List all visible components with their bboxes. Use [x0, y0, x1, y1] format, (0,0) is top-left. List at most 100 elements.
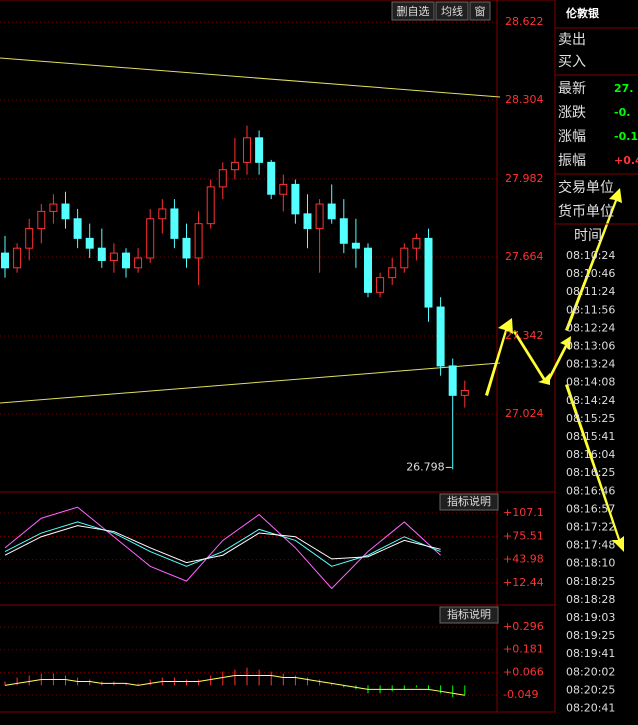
time: 08:18:28: [566, 593, 615, 606]
y-tick-label: 27.342: [505, 329, 544, 342]
arrow: [547, 336, 571, 382]
candle-body: [97, 247, 106, 261]
y-tick-label: 28.304: [505, 93, 544, 106]
y-tick-label: +43.98: [503, 553, 544, 566]
quote-label: 涨幅: [558, 129, 586, 145]
candle-body: [134, 257, 143, 269]
toolbar-button[interactable]: [391, 1, 435, 21]
row-label: 卖出: [558, 32, 586, 48]
time: 08:18:25: [566, 575, 615, 588]
y-tick-label: +0.066: [503, 665, 544, 678]
candle-body: [49, 203, 58, 212]
time: 08:10:24: [566, 249, 615, 262]
time: 08:15:41: [566, 430, 615, 443]
candle-body: [327, 203, 336, 220]
y-tick-label: 27.024: [505, 407, 544, 420]
candle-body: [255, 137, 264, 163]
unit-label: 货币单位: [558, 203, 614, 220]
toolbar-button[interactable]: [435, 1, 469, 21]
candle-body: [436, 306, 445, 367]
quote-label: 涨跌: [558, 105, 586, 121]
time: 08:13:24: [566, 358, 615, 371]
arrow: [485, 318, 513, 396]
indicator-line: [4, 521, 441, 567]
macd-line: [4, 675, 465, 696]
time: 08:12:24: [566, 321, 615, 334]
quote-value: 27.: [614, 82, 634, 95]
arrow: [565, 384, 624, 552]
y-tick-label: +0.181: [503, 643, 544, 656]
candle-body: [206, 186, 215, 225]
quote-label: 振幅: [558, 153, 586, 169]
time-header: 时间: [574, 228, 602, 244]
trend-line: [0, 362, 501, 404]
toolbar-label: 均线: [441, 4, 463, 18]
quote-value: +0.4: [614, 154, 638, 167]
candle-body: [37, 210, 46, 230]
candle-body: [146, 218, 155, 259]
candle-body: [303, 213, 312, 230]
candle-body: [25, 228, 34, 249]
indicator-button[interactable]: [439, 493, 499, 511]
quote-label: 最新: [558, 81, 586, 97]
candle-body: [388, 267, 397, 279]
toolbar-label: 删自选: [397, 5, 430, 18]
toolbar-button[interactable]: [469, 1, 491, 21]
candle-body: [376, 277, 385, 293]
candle-body: [194, 223, 203, 259]
time: 08:19:25: [566, 629, 615, 642]
candle-body: [291, 183, 300, 215]
unit-label: 交易单位: [558, 179, 614, 196]
time: 08:20:25: [566, 683, 615, 696]
time: 08:17:22: [566, 521, 615, 534]
candle-body: [1, 252, 9, 269]
candle-body: [412, 237, 421, 249]
time: 08:18:10: [566, 557, 615, 570]
indicator-button-label: 指标说明: [447, 494, 491, 508]
candle-body: [279, 183, 288, 195]
indicator-button[interactable]: [439, 606, 499, 624]
time: 08:13:06: [566, 340, 615, 353]
low-label: 26.798: [406, 460, 445, 473]
time: 08:11:24: [566, 285, 615, 298]
y-tick-label: 27.982: [505, 172, 544, 185]
candle-body: [182, 237, 191, 259]
y-tick-label: +75.51: [503, 529, 544, 542]
candle-body: [267, 161, 276, 195]
candle-body: [73, 218, 82, 239]
time: 08:14:08: [566, 376, 615, 389]
time: 08:19:03: [566, 611, 615, 624]
time: 08:16:57: [566, 502, 615, 515]
row-label: 买入: [558, 54, 586, 70]
time: 08:20:02: [566, 665, 615, 678]
candle-body: [109, 252, 118, 261]
candle-body: [13, 247, 22, 269]
candle-body: [448, 365, 457, 396]
candle-body: [351, 242, 360, 249]
candle-body: [158, 208, 167, 220]
candle-body: [364, 247, 372, 293]
candle-body: [460, 389, 469, 396]
time: 08:10:46: [566, 267, 615, 280]
y-tick-label: +0.296: [503, 620, 544, 633]
candle-body: [85, 237, 94, 249]
y-tick-label: +12.44: [503, 576, 544, 589]
indicator-button-label: 指标说明: [447, 607, 491, 621]
candle-body: [243, 137, 251, 163]
time: 08:16:25: [566, 466, 615, 479]
chart-frame: [0, 0, 556, 713]
time: 08:16:04: [566, 448, 615, 461]
panel-title: 伦敦银: [566, 6, 600, 20]
y-tick-label: +107.1: [503, 506, 544, 519]
time: 08:17:48: [566, 539, 615, 552]
quote-value: -0.1: [614, 130, 638, 143]
candle-body: [170, 208, 179, 239]
candle-body: [424, 237, 433, 308]
indicator-line: [4, 506, 441, 590]
trend-line: [0, 57, 501, 98]
time: 08:16:46: [566, 484, 615, 497]
candle-body: [315, 203, 324, 230]
